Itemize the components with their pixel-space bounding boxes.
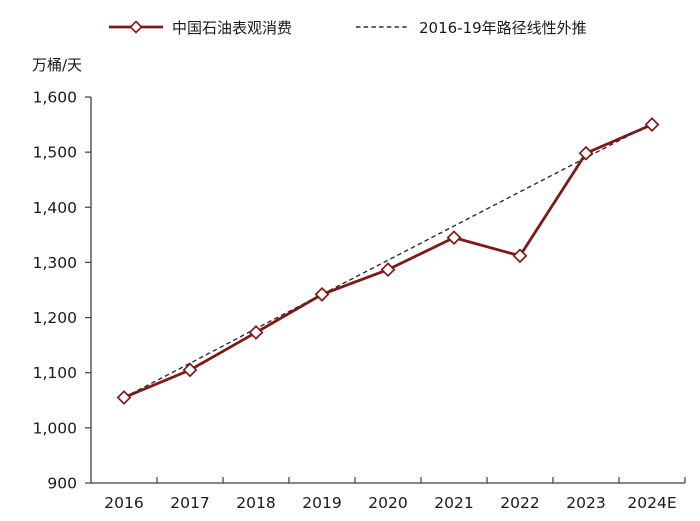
y-tick-label: 1,400 [33,199,77,217]
legend-item-extrapolation: 2016-19年路径线性外推 [354,17,587,37]
data-point-marker [116,390,132,405]
y-tick-label: 1,600 [33,89,77,107]
legend-dashed-line-icon [356,26,410,28]
y-tick-label: 1,200 [33,309,77,327]
legend-label-actual: 中国石油表观消费 [172,18,293,37]
data-point-marker [578,145,594,161]
x-tick-label: 2018 [236,494,275,512]
legend-solid-line-diamond-icon [109,20,163,34]
legend-item-actual-consumption: 中国石油表观消费 [107,17,292,37]
data-point-marker [248,325,264,340]
x-tick-label: 2017 [170,494,209,512]
data-point-marker [182,362,198,378]
x-tick-label: 2020 [368,494,407,512]
y-tick-label: 1,500 [33,144,77,162]
x-tick-label: 2021 [434,494,473,512]
x-tick-label: 2022 [500,494,539,512]
x-tick-label: 2023 [566,494,605,512]
x-tick-label: 2024E [627,494,676,512]
x-tick-label: 2019 [302,494,341,512]
data-point-marker [446,230,462,246]
legend-label-extrapolation: 2016-19年路径线性外推 [419,18,587,37]
y-tick-label: 1,000 [33,419,77,437]
data-point-marker [512,248,528,264]
y-tick-label: 1,100 [33,364,77,382]
series-line-extrapolation [123,122,653,399]
data-point-marker [314,287,330,302]
x-tick-label: 2016 [104,494,143,512]
data-point-marker [644,117,660,132]
y-axis-title: 万桶/天 [32,56,83,74]
y-tick-label: 1,300 [33,254,77,272]
y-tick-label: 900 [47,475,77,493]
data-point-marker [380,262,396,277]
